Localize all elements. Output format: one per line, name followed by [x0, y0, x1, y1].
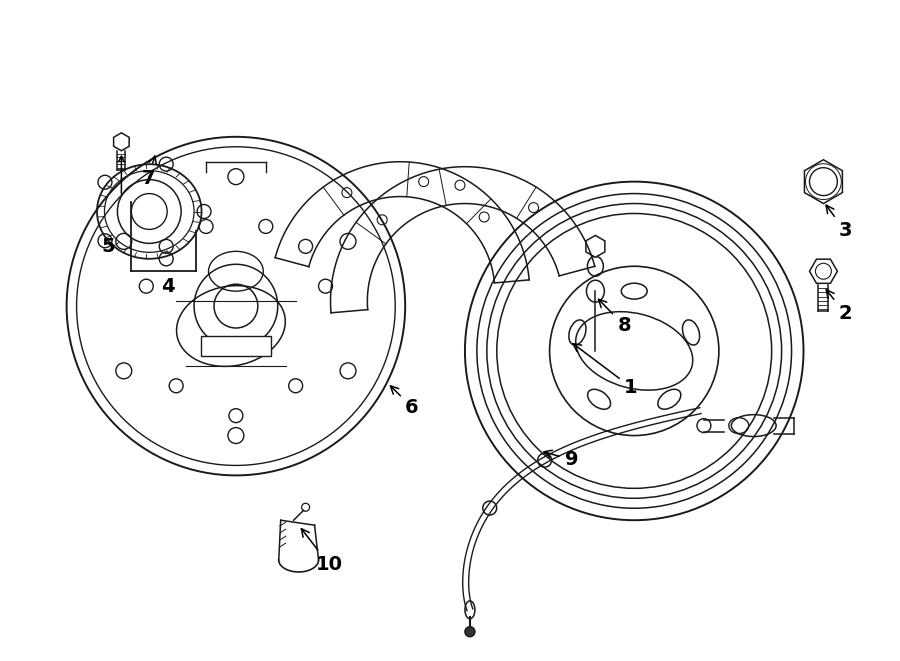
Text: 10: 10	[302, 529, 343, 574]
Text: 7: 7	[141, 156, 157, 188]
Text: 2: 2	[826, 290, 852, 323]
Text: 1: 1	[573, 344, 638, 397]
Polygon shape	[809, 259, 837, 284]
Circle shape	[465, 627, 475, 637]
Polygon shape	[586, 235, 605, 257]
Polygon shape	[201, 336, 271, 356]
Polygon shape	[113, 133, 129, 151]
Text: 4: 4	[161, 277, 175, 295]
Text: 9: 9	[544, 450, 578, 469]
Text: 8: 8	[598, 299, 631, 335]
Text: 5: 5	[102, 237, 115, 256]
Text: 3: 3	[826, 205, 852, 241]
Polygon shape	[805, 160, 842, 204]
Text: 6: 6	[391, 386, 419, 416]
